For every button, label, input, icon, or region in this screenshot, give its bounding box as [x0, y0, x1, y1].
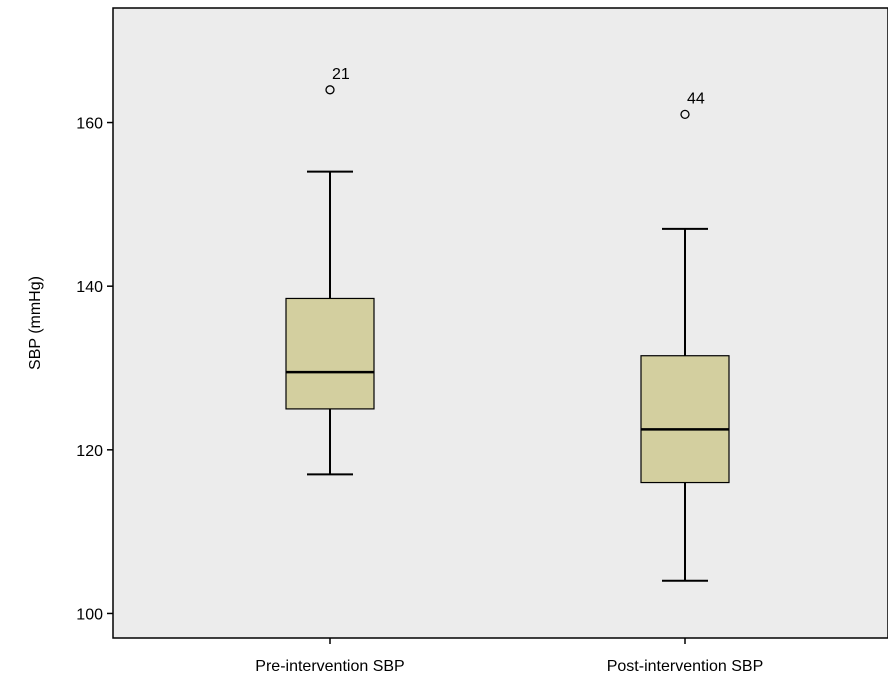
plot-area [112, 7, 888, 639]
outlier-label: 21 [332, 66, 350, 83]
y-tick-label: 120 [76, 443, 103, 460]
iqr-box [285, 297, 375, 410]
x-axis: Pre-intervention SBP Post-intervention SB… [255, 638, 763, 675]
box-1: 21 [285, 66, 375, 476]
y-tick-label: 140 [76, 279, 103, 296]
x-category-label: Pre-intervention SBP [255, 658, 404, 675]
outlier-point [680, 109, 690, 120]
y-tick-label: 160 [76, 116, 103, 133]
y-axis: 100 120 140 160 [76, 116, 113, 623]
iqr-box [640, 355, 730, 484]
outlier-label: 44 [687, 90, 705, 107]
x-category-label: Post-intervention SBP [607, 658, 764, 675]
boxes: 21 44 [285, 66, 730, 582]
outlier-point [325, 85, 335, 95]
y-tick-label: 100 [76, 606, 103, 623]
box-2: 44 [640, 90, 730, 582]
y-axis-title: SBP (mmHg) [27, 276, 44, 370]
